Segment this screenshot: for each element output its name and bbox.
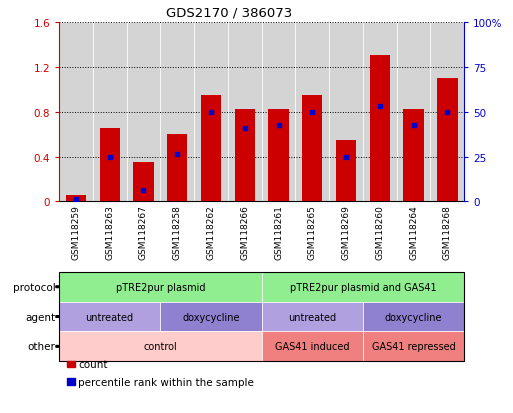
Text: other: other: [28, 342, 55, 351]
Bar: [329, 23, 363, 202]
Text: untreated: untreated: [288, 312, 337, 322]
Bar: [336, 140, 356, 202]
Text: GDS2170 / 386073: GDS2170 / 386073: [166, 6, 292, 19]
Bar: [93, 23, 127, 202]
Bar: [201, 95, 221, 202]
Bar: [437, 79, 458, 202]
Text: pTRE2pur plasmid and GAS41: pTRE2pur plasmid and GAS41: [290, 282, 436, 292]
Text: count: count: [78, 359, 108, 369]
Bar: [370, 56, 390, 202]
Bar: [302, 95, 322, 202]
Text: agent: agent: [25, 312, 55, 322]
Bar: [295, 23, 329, 202]
Text: untreated: untreated: [86, 312, 134, 322]
Bar: [430, 23, 464, 202]
Bar: [403, 110, 424, 202]
Bar: [66, 195, 86, 202]
Bar: [100, 129, 120, 202]
Bar: [167, 135, 187, 202]
Text: pTRE2pur plasmid: pTRE2pur plasmid: [115, 282, 205, 292]
Text: doxycycline: doxycycline: [385, 312, 442, 322]
Bar: [160, 23, 194, 202]
Bar: [234, 110, 255, 202]
Text: GAS41 induced: GAS41 induced: [275, 342, 349, 351]
Text: control: control: [144, 342, 177, 351]
Bar: [268, 110, 289, 202]
Text: protocol: protocol: [13, 282, 55, 292]
Text: percentile rank within the sample: percentile rank within the sample: [78, 377, 254, 387]
Text: GAS41 repressed: GAS41 repressed: [372, 342, 456, 351]
Bar: [363, 23, 397, 202]
Bar: [228, 23, 262, 202]
Text: doxycycline: doxycycline: [182, 312, 240, 322]
Bar: [127, 23, 160, 202]
Bar: [262, 23, 295, 202]
Bar: [397, 23, 430, 202]
Bar: [194, 23, 228, 202]
Bar: [133, 163, 153, 202]
Bar: [59, 23, 93, 202]
